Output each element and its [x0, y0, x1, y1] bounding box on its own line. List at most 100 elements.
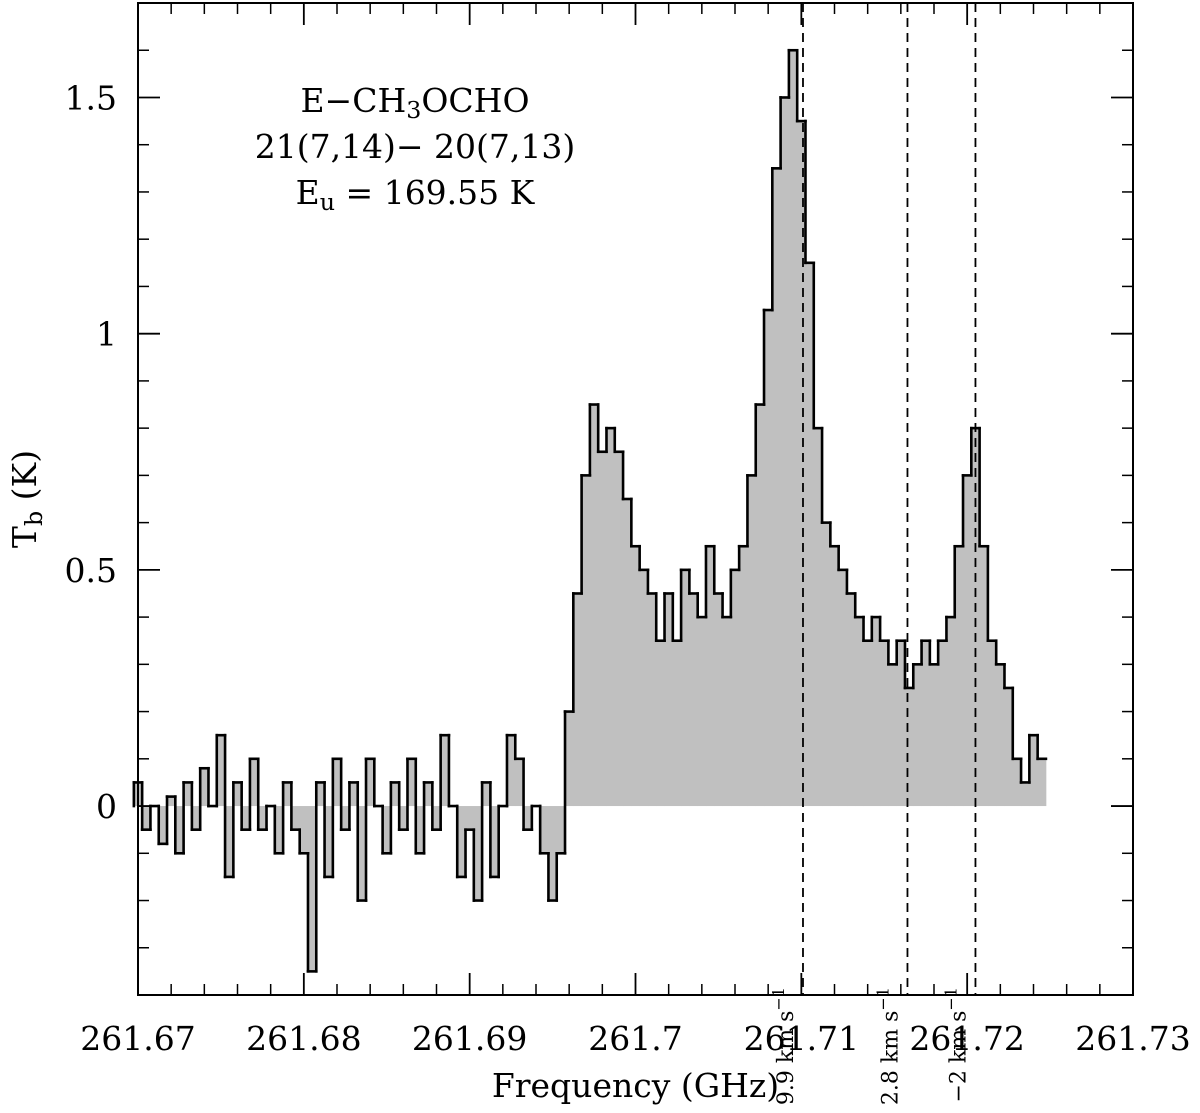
fill-bar	[1021, 782, 1030, 807]
marker-label: 2.8 km s−1	[873, 987, 904, 1105]
fill-bar	[772, 168, 782, 807]
fill-bar	[929, 664, 939, 807]
fill-bar	[556, 806, 566, 854]
fill-bar	[440, 735, 450, 807]
fill-bar	[797, 121, 806, 807]
line-label: E−CH3OCHO	[300, 81, 529, 124]
marker-label-text: −2 km s	[946, 1011, 971, 1103]
fill-bar	[880, 640, 889, 807]
fill-bar	[813, 428, 823, 807]
x-tick-label: 261.7	[588, 1019, 682, 1058]
fill-bar	[871, 617, 881, 807]
fill-bar	[855, 617, 864, 807]
fill-bar	[382, 806, 392, 854]
fill-bar	[755, 404, 765, 807]
fill-bar	[979, 546, 989, 807]
fill-bar	[366, 758, 375, 807]
y-tick-label: 0.5	[65, 551, 117, 590]
fill-bar	[349, 782, 359, 807]
fill-bar	[913, 664, 922, 807]
fill-bar	[506, 735, 516, 807]
y-axis-label-part: (K)	[5, 450, 44, 511]
fill-bar	[946, 617, 956, 807]
marker-label: −2 km s−1	[941, 987, 972, 1103]
fill-bar	[573, 593, 583, 807]
y-axis-label-part: b	[20, 511, 48, 526]
fill-bar	[258, 806, 267, 830]
marker-label-text: 2.8 km s	[878, 1011, 903, 1105]
fill-bar	[689, 593, 699, 807]
fill-bar	[457, 806, 466, 877]
fill-bar	[888, 664, 898, 807]
fill-bar	[722, 617, 732, 807]
fill-bar	[647, 593, 657, 807]
fill-bar	[896, 640, 906, 807]
fill-bar	[664, 593, 674, 807]
fill-bar	[548, 806, 558, 901]
fill-bar	[316, 782, 325, 807]
fill-bar	[324, 806, 334, 877]
fill-bar	[846, 593, 856, 807]
y-axis-label-part: T	[5, 526, 44, 548]
marker-label: 9.9 km s−1	[768, 987, 799, 1105]
fill-bar	[705, 546, 715, 807]
fill-bar	[788, 50, 798, 807]
fill-bar	[904, 687, 914, 807]
fill-bar	[432, 806, 442, 830]
line-label-part: OCHO	[421, 81, 529, 120]
fill-bar	[971, 428, 981, 807]
x-tick-label: 261.67	[80, 1019, 195, 1058]
fill-bar	[216, 735, 226, 807]
y-axis-label: Tb (K)	[5, 450, 48, 548]
line-label-part: 3	[406, 96, 421, 124]
fill-bar	[341, 806, 350, 830]
fill-bar	[598, 451, 607, 807]
x-tick-label: 261.69	[412, 1019, 527, 1058]
marker-label-sup: −1	[941, 987, 960, 1011]
fill-bar	[299, 806, 309, 854]
fill-bar	[672, 640, 682, 807]
marker-label-text: 9.9 km s	[774, 1011, 799, 1105]
y-tick-label: 1.5	[65, 78, 117, 117]
fill-bar	[233, 782, 243, 807]
fill-bar	[631, 546, 641, 807]
fill-bar	[822, 522, 831, 807]
marker-label-sup: −1	[768, 987, 787, 1011]
fill-bar	[838, 569, 848, 807]
fill-bar	[482, 782, 491, 807]
fill-bar	[996, 664, 1005, 807]
fill-bar	[407, 758, 417, 807]
fill-bar	[249, 758, 259, 807]
fill-bar	[200, 768, 209, 807]
fill-bar	[142, 806, 151, 830]
fill-bar	[465, 806, 475, 830]
fill-bar	[283, 782, 292, 807]
fill-bar	[954, 546, 964, 807]
fill-bar	[681, 569, 690, 807]
fill-area	[133, 50, 1047, 972]
fill-bar	[987, 640, 997, 807]
fill-bar	[473, 806, 483, 901]
fill-bar	[490, 806, 500, 877]
fill-bar	[830, 546, 840, 807]
y-tick-label: 1	[96, 315, 117, 354]
fill-bar	[332, 758, 342, 807]
fill-bar	[747, 475, 757, 807]
line-label: Eu = 169.55 K	[296, 173, 536, 216]
fill-bar	[921, 640, 931, 807]
fill-bar	[581, 475, 591, 807]
fill-bar	[656, 640, 665, 807]
fill-bar	[606, 428, 616, 807]
fill-bar	[307, 806, 317, 972]
fill-bar	[515, 758, 524, 807]
fill-bar	[623, 499, 632, 807]
fill-bar	[863, 640, 873, 807]
x-tick-label: 261.68	[246, 1019, 361, 1058]
fill-bar	[1012, 758, 1022, 807]
y-tick-label: 0	[96, 787, 117, 826]
line-label-part: = 169.55 K	[335, 173, 536, 212]
fill-bar	[291, 806, 301, 830]
fill-bar	[357, 806, 367, 901]
fill-bar	[764, 310, 773, 807]
